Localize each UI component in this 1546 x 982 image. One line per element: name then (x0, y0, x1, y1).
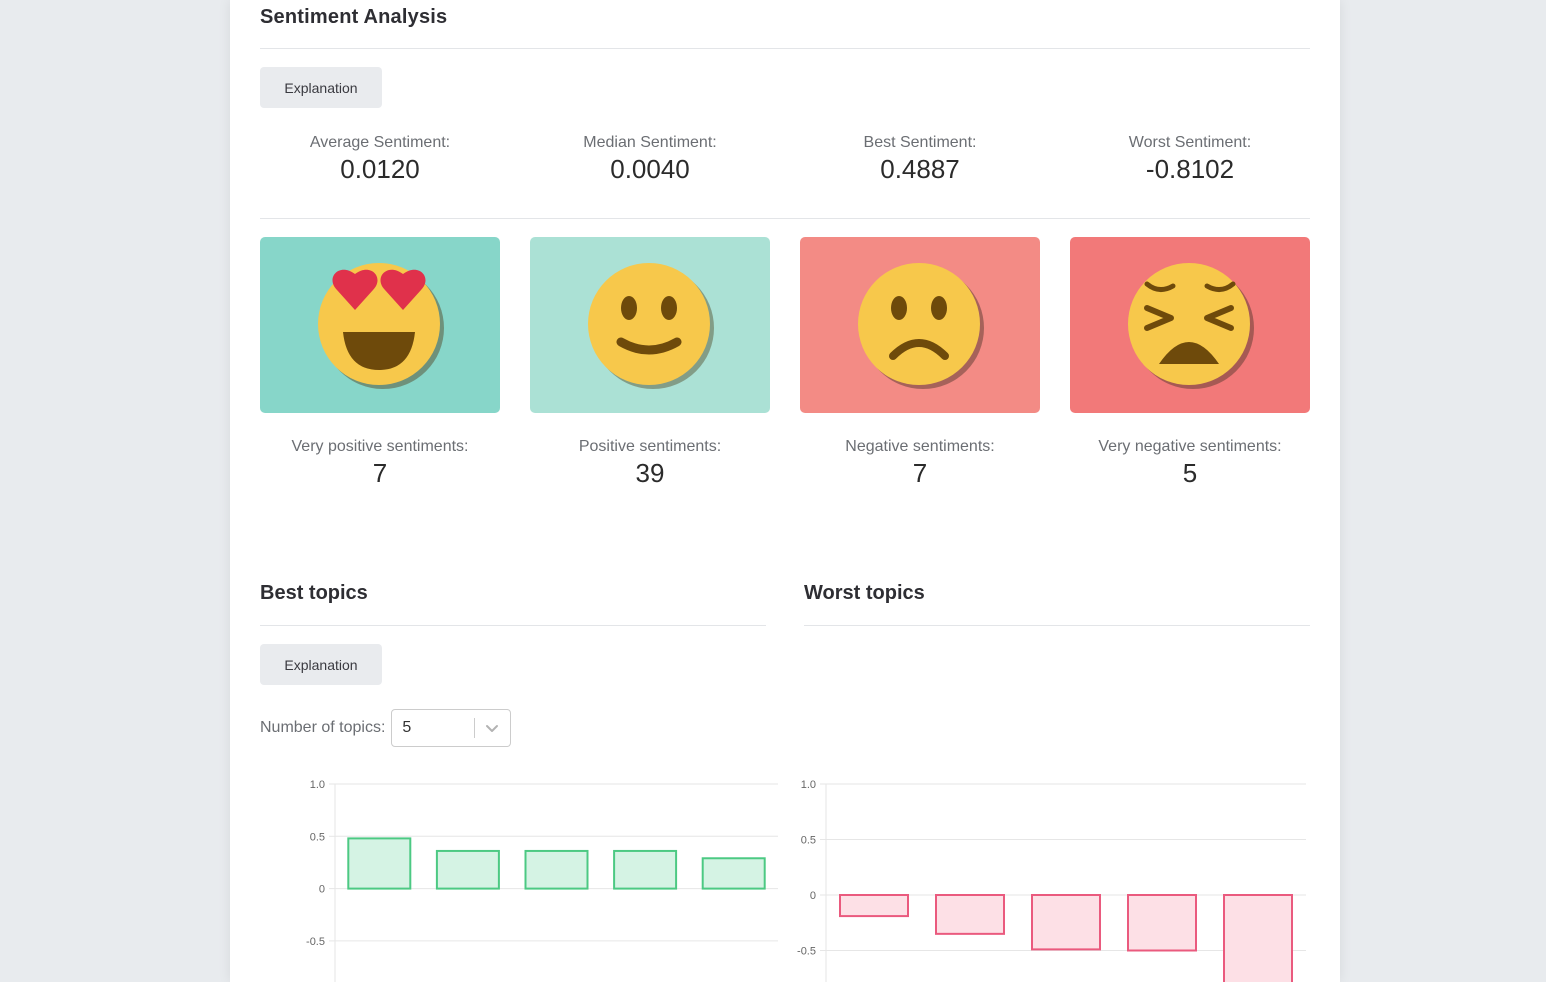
count-label: Positive sentiments: (578, 438, 722, 455)
bar[interactable] (435, 849, 500, 890)
stat-worst: Worst Sentiment: -0.8102 (1070, 134, 1310, 185)
divider (260, 218, 1310, 219)
section-title-best-topics: Best topics (260, 582, 368, 604)
number-of-topics-label: Number of topics: (260, 719, 386, 736)
bar[interactable] (524, 849, 589, 890)
stat-average: Average Sentiment: 0.0120 (260, 134, 500, 185)
heart-eyes-emoji-icon (318, 263, 444, 389)
tile-negative (800, 237, 1040, 413)
stat-label: Median Sentiment: (583, 134, 717, 151)
bar[interactable] (347, 837, 412, 890)
count-positive: Positive sentiments: 39 (530, 438, 770, 489)
bar[interactable] (1031, 894, 1101, 951)
chevron-down-icon[interactable] (484, 720, 500, 736)
section-title-sentiment: Sentiment Analysis (260, 6, 448, 28)
y-tick-label: 1.0 (801, 779, 816, 791)
count-value: 7 (912, 458, 928, 488)
divider (804, 625, 1310, 626)
divider (260, 625, 766, 626)
stat-best: Best Sentiment: 0.4887 (800, 134, 1040, 185)
count-value: 5 (1182, 458, 1198, 488)
section-title-worst-topics: Worst topics (804, 582, 925, 604)
count-label: Very positive sentiments: (291, 438, 469, 455)
worst-topics-chart: 1.0 0.5 0 -0.5 (797, 779, 1306, 982)
bar[interactable] (935, 894, 1005, 935)
select-separator (474, 718, 476, 738)
best-topics-chart: 1.0 0.5 0 -0.5 (306, 779, 778, 982)
bar[interactable] (613, 849, 678, 890)
stat-value: 0.0120 (340, 154, 420, 184)
tile-very-positive (260, 237, 500, 413)
count-label: Very negative sentiments: (1098, 438, 1282, 455)
stat-value: 0.0040 (610, 154, 690, 184)
select-value: 5 (402, 719, 412, 736)
best-topics-explanation-button[interactable]: Explanation (260, 644, 382, 685)
stat-median: Median Sentiment: 0.0040 (530, 134, 770, 185)
y-tick-label: 0 (810, 890, 816, 902)
stat-value: -0.8102 (1145, 154, 1235, 184)
y-tick-label: 1.0 (310, 779, 325, 791)
count-value: 39 (635, 458, 665, 488)
y-tick-label: -0.5 (797, 946, 816, 958)
tired-face-emoji-icon (1128, 263, 1254, 389)
frowning-face-emoji-icon (858, 263, 984, 389)
smiling-face-emoji-icon (588, 263, 714, 389)
bar[interactable] (1223, 894, 1293, 982)
tile-very-negative (1070, 237, 1310, 413)
divider (260, 48, 1310, 49)
stat-label: Worst Sentiment: (1128, 134, 1252, 151)
bar[interactable] (701, 857, 766, 890)
count-negative: Negative sentiments: 7 (800, 438, 1040, 489)
main-card: Sentiment Analysis Explanation Average S… (230, 0, 1340, 982)
y-tick-label: 0.5 (310, 831, 325, 843)
stat-value: 0.4887 (880, 154, 960, 184)
count-value: 7 (372, 458, 388, 488)
number-of-topics-control: Number of topics: 5 (260, 709, 512, 747)
count-very-positive: Very positive sentiments: 7 (260, 438, 500, 489)
count-label: Negative sentiments: (845, 438, 995, 455)
stat-label: Best Sentiment: (863, 134, 977, 151)
count-very-negative: Very negative sentiments: 5 (1070, 438, 1310, 489)
number-of-topics-select[interactable]: 5 (391, 709, 512, 747)
bar[interactable] (839, 894, 909, 918)
explanation-button[interactable]: Explanation (260, 67, 382, 108)
y-tick-label: 0 (319, 884, 325, 896)
bar[interactable] (1127, 894, 1197, 952)
y-tick-label: 0.5 (801, 835, 816, 847)
stat-label: Average Sentiment: (309, 134, 451, 151)
tile-positive (530, 237, 770, 413)
y-tick-label: -0.5 (306, 936, 325, 948)
